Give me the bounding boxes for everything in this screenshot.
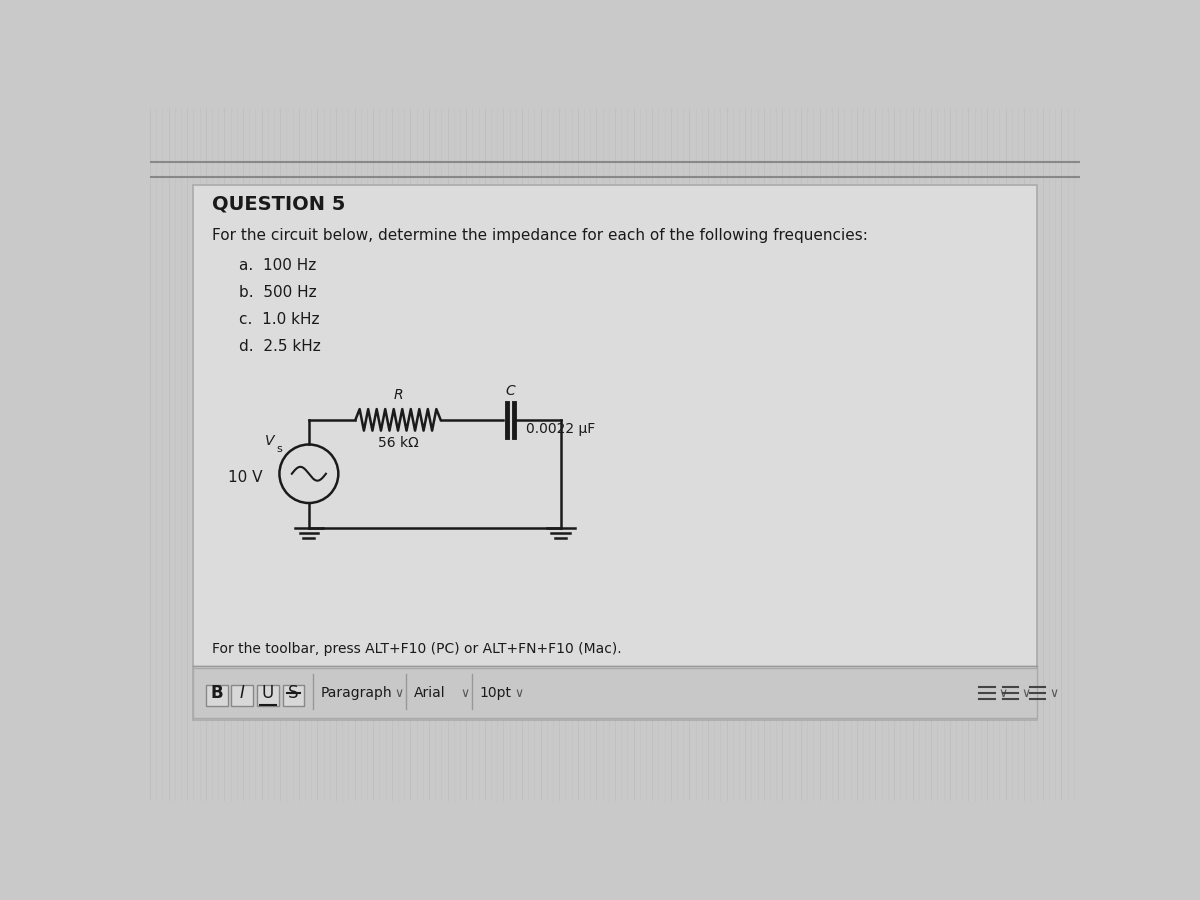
FancyBboxPatch shape xyxy=(232,685,253,706)
Text: QUESTION 5: QUESTION 5 xyxy=(212,194,346,214)
FancyBboxPatch shape xyxy=(282,685,305,706)
Text: ∨: ∨ xyxy=(460,687,469,699)
Text: b.  500 Hz: b. 500 Hz xyxy=(239,285,317,301)
Text: R: R xyxy=(394,388,403,402)
Text: C: C xyxy=(505,383,515,398)
Text: ∨: ∨ xyxy=(515,687,523,699)
Text: 10pt: 10pt xyxy=(479,686,511,700)
FancyBboxPatch shape xyxy=(206,685,228,706)
Text: ∨: ∨ xyxy=(1022,687,1031,699)
Text: 56 kΩ: 56 kΩ xyxy=(378,436,419,450)
FancyBboxPatch shape xyxy=(257,685,278,706)
Text: For the toolbar, press ALT+F10 (PC) or ALT+FN+F10 (Mac).: For the toolbar, press ALT+F10 (PC) or A… xyxy=(212,642,622,655)
Text: 10 V: 10 V xyxy=(228,470,263,485)
Text: B: B xyxy=(210,684,223,702)
Text: ∨: ∨ xyxy=(394,687,403,699)
Text: ∨: ∨ xyxy=(1049,687,1058,699)
Text: s: s xyxy=(276,444,282,454)
Text: Arial: Arial xyxy=(414,686,445,700)
Text: c.  1.0 kHz: c. 1.0 kHz xyxy=(239,312,319,328)
Text: S: S xyxy=(288,684,299,702)
Text: ∨: ∨ xyxy=(998,687,1008,699)
FancyBboxPatch shape xyxy=(193,185,1037,720)
Text: d.  2.5 kHz: d. 2.5 kHz xyxy=(239,339,320,355)
Text: a.  100 Hz: a. 100 Hz xyxy=(239,258,317,274)
Text: Paragraph: Paragraph xyxy=(320,686,392,700)
FancyBboxPatch shape xyxy=(193,668,1037,718)
Text: I: I xyxy=(240,684,245,702)
Text: 0.0022 μF: 0.0022 μF xyxy=(526,422,595,436)
Text: U: U xyxy=(262,684,274,702)
Text: V: V xyxy=(265,435,275,448)
Text: For the circuit below, determine the impedance for each of the following frequen: For the circuit below, determine the imp… xyxy=(212,228,868,242)
